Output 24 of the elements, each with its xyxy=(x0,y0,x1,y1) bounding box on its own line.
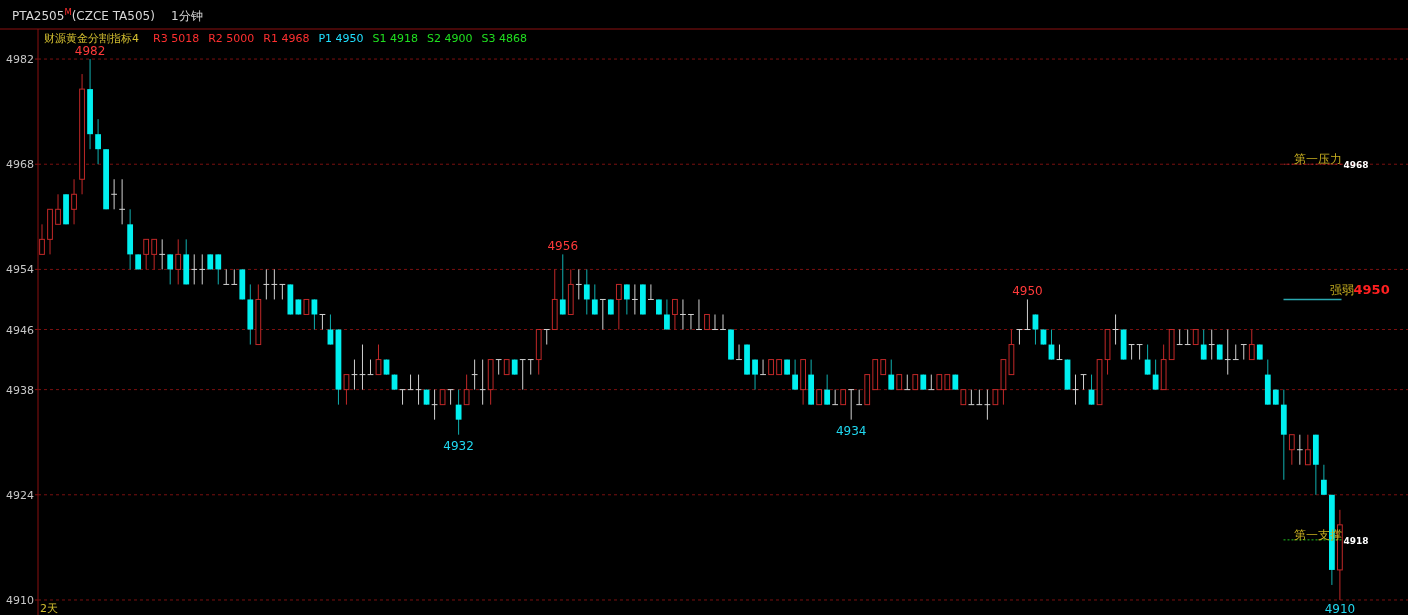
annotation: 4932 xyxy=(443,438,474,453)
annotation: 4950 xyxy=(1012,284,1043,299)
annotation: S3 4868 xyxy=(481,32,527,45)
annotation: 4934 xyxy=(835,423,867,438)
title: PTA2505$^{M}$(CZCE TA505) 1分钟 xyxy=(12,7,203,23)
annotation: 4982 xyxy=(74,44,106,59)
y-tick-label: 4946 xyxy=(6,323,34,337)
annotation: 2天 xyxy=(40,602,58,615)
ref-line-label: 强弱4950 xyxy=(1329,282,1390,298)
annotation: 4910 xyxy=(1324,602,1356,615)
annotation: R1 4968 xyxy=(263,32,310,45)
y-tick-label: 4954 xyxy=(6,263,34,277)
y-tick-label: 4910 xyxy=(6,593,34,607)
y-tick-label: 4938 xyxy=(6,383,34,397)
y-tick-label: 4924 xyxy=(6,488,34,502)
annotation: 4956 xyxy=(547,239,579,254)
y-tick-label: 4982 xyxy=(6,53,34,67)
annotation: P1 4950 xyxy=(318,32,364,45)
annotation: S1 4918 xyxy=(372,32,419,45)
annotation: S2 4900 xyxy=(427,32,473,45)
annotation: R2 5000 xyxy=(208,32,255,45)
annotation: 财源黄金分割指标4 xyxy=(44,32,139,45)
annotation: R3 5018 xyxy=(153,32,200,45)
y-tick-label: 4968 xyxy=(6,158,34,172)
